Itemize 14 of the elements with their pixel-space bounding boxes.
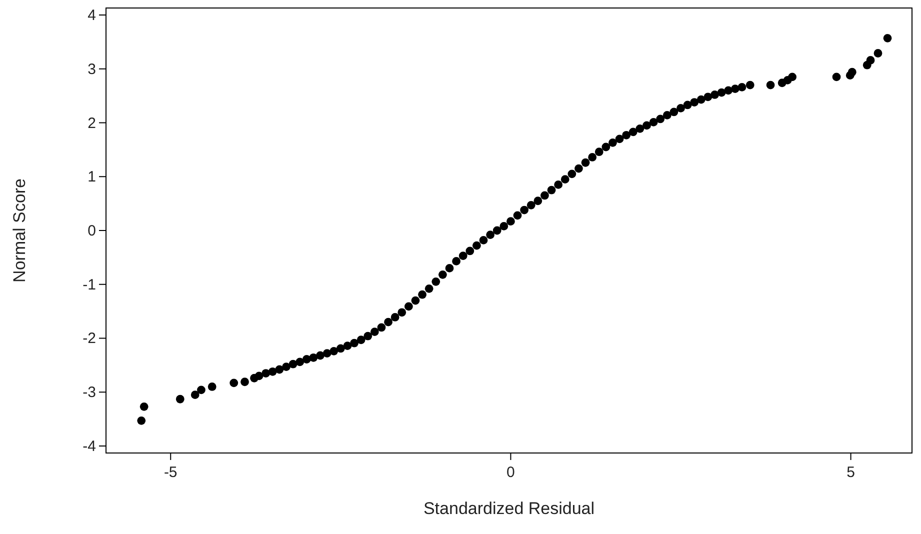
- x-tick-label: -5: [164, 464, 178, 481]
- y-tick-label: -3: [82, 384, 96, 402]
- y-tick-label: 4: [88, 7, 96, 24]
- x-axis-title: Standardized Residual: [423, 499, 595, 518]
- y-tick-label: 0: [88, 222, 96, 240]
- y-tick-label: -2: [82, 330, 96, 348]
- y-tick-label: 2: [88, 114, 96, 132]
- y-axis-title: Normal Score: [10, 178, 29, 282]
- y-tick-label: 1: [88, 168, 96, 186]
- y-tick-label: 3: [88, 60, 96, 78]
- x-tick-label: 5: [846, 464, 855, 481]
- y-tick-label: -1: [82, 276, 96, 294]
- y-tick-label: -4: [82, 438, 96, 455]
- x-tick-label: 0: [506, 464, 515, 481]
